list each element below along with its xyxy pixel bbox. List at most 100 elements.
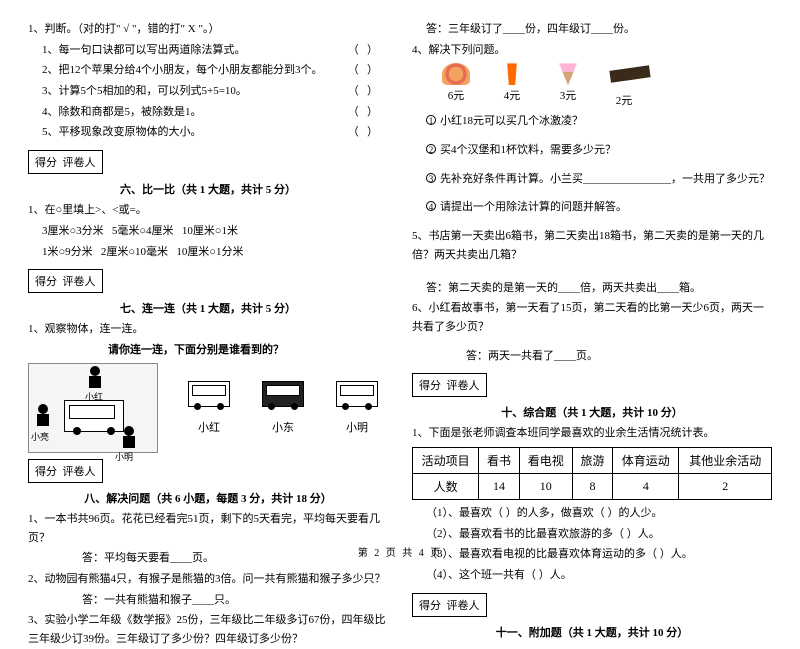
sec7-prompt: 请你连一连，下面分别是谁看到的？ [108,341,388,357]
judge-item: 2、把12个苹果分给4个小朋友，每个小朋友都能分到3个。 （ ） [42,61,388,80]
score-label: 得分 [35,463,57,479]
chocolate-icon [610,68,638,90]
judge-item: 5、平移现象改变原物体的大小。（ ） [42,123,388,142]
section-10-title: 十、综合题（共 1 大题，共计 10 分） [412,404,772,420]
q4-sub: 1 小红18元可以买几个冰激凌？ [412,112,772,131]
section-10-header: 得分 评卷人 十、综合题（共 1 大题，共计 10 分） [412,367,772,420]
bus-scene-icon: 小红 小亮 小明 [28,363,158,453]
sec10-sub: （1）、最喜欢（ ）的人多，做喜欢（ ）的人少。 [412,504,772,523]
score-label: 得分 [35,273,57,289]
sec10-stem: 1、下面是张老师调查本班同学最喜欢的业余生活情况统计表。 [412,424,772,443]
sec8-a6: 答：两天一共看了____页。 [452,347,772,366]
paren-blank: （ ） [348,103,378,122]
page-footer: 第 2 页 共 4 页 [0,544,800,559]
table-cell: 体育运动 [613,447,679,473]
score-label: 得分 [35,154,57,170]
grader-label: 评卷人 [63,154,96,170]
sec8-a2: 答：一共有熊猫和猴子____只。 [68,591,388,610]
food-item: 6元 [442,63,470,108]
section-8-header: 得分 评卷人 八、解决问题（共 6 小题，每题 3 分，共计 18 分） [28,453,388,506]
scene-left: 小红 小亮 小明 [28,363,158,453]
icecream-icon [554,63,582,85]
q4-sub: 4请提出一个用除法计算的问题并解答。 [412,198,772,217]
left-column: 1、判断。（对的打" √ "，错的打" X "。） 1、每一句口诀都可以写出两道… [28,20,388,561]
section-6-header: 得分 评卷人 六、比一比（共 1 大题，共计 5 分） [28,144,388,197]
section-7-header: 得分 评卷人 七、连一连（共 1 大题，共计 5 分） [28,263,388,316]
judge-item: 3、计算5个5相加的和，可以列式5+5=10。（ ） [42,82,388,101]
table-cell: 14 [479,473,519,499]
sec6-row: 1米○9分米 2厘米○10毫米 10厘米○1分米 [28,243,388,262]
drink-icon [498,63,526,85]
food-item: 4元 [498,63,526,108]
judge-text: 3、计算5个5相加的和，可以列式5+5=10。 [42,85,247,97]
sub-text: 先补充好条件再计算。小兰买________________，一共用了多少元？ [440,173,770,185]
cmp-item: 10厘米○1米 [182,225,238,237]
cmp-item: 5毫米○4厘米 [112,225,174,237]
sub-text: 请提出一个用除法计算的问题并解答。 [440,201,627,213]
mini-bus-icon [336,381,378,407]
grader-label: 评卷人 [63,273,96,289]
sub-text: 小红18元可以买几个冰激凌？ [440,115,583,127]
judge-text: 4、除数和商都是5，被除数是1。 [42,106,202,118]
view-item: 小红 [188,381,230,435]
score-box: 得分 评卷人 [28,459,103,483]
view-label: 小明 [336,419,378,435]
section-7-title: 七、连一连（共 1 大题，共计 5 分） [28,300,388,316]
table-cell: 其他业余活动 [679,447,772,473]
mini-bus-icon [262,381,304,407]
food-item: 3元 [554,63,582,108]
grader-label: 评卷人 [63,463,96,479]
cmp-item: 2厘米○10毫米 [101,246,168,258]
cmp-item: 10厘米○1分米 [176,246,243,258]
sec8-q2: 2、动物园有熊猫4只，有猴子是熊猫的3倍。问一共有熊猫和猴子多少只？ [28,570,388,589]
table-cell: 人数 [413,473,479,499]
paren-blank: （ ） [348,41,378,60]
circled-number-icon: 2 [426,144,436,154]
judge-item: 1、每一句口诀都可以写出两道除法算式。 （ ） [42,41,388,60]
section-8-title: 八、解决问题（共 6 小题，每题 3 分，共计 18 分） [28,490,388,506]
view-item: 小明 [336,381,378,435]
price-label: 4元 [498,87,526,103]
q4-sub: 2 买4个汉堡和1杯饮料，需要多少元？ [412,141,772,160]
sec7-stem: 1、观察物体，连一连。 [28,320,388,339]
table-row: 人数 14 10 8 4 2 [413,473,772,499]
cmp-item: 1米○9分米 [42,246,93,258]
circled-number-icon: 1 [426,115,436,125]
table-cell: 看书 [479,447,519,473]
sec8-q1: 1、一本书共96页。花花已经看完51页，剩下的5天看完，平均每天要看几页？ [28,510,388,547]
price-label: 3元 [554,87,582,103]
view-label: 小红 [188,419,230,435]
sec8-q4: 4、解决下列问题。 [412,41,772,60]
score-box: 得分 评卷人 [28,269,103,293]
table-cell: 看电视 [519,447,572,473]
mini-bus-icon [188,381,230,407]
sec8-q5: 5、书店第一天卖出6箱书，第二天卖出18箱书，第二天卖的是第一天的几倍？两天共卖… [412,227,772,264]
food-row: 6元 4元 3元 2元 [442,63,772,108]
bus-views: 小红 小东 小明 [178,381,388,435]
kid-icon [87,366,103,390]
right-column: 答：三年级订了____份，四年级订____份。 4、解决下列问题。 6元 4元 … [412,20,772,561]
grader-label: 评卷人 [447,377,480,393]
kid-label: 小明 [115,450,133,463]
judge-text: 2、把12个苹果分给4个小朋友，每个小朋友都能分到3个。 [42,64,323,76]
sub-text: 买4个汉堡和1杯饮料，需要多少元？ [440,144,616,156]
sec10-sub: （2）、最喜欢看书的比最喜欢旅游的多（ ）人。 [412,525,772,544]
kid-label: 小红 [85,390,103,403]
q4-sub: 3先补充好条件再计算。小兰买________________，一共用了多少元？ [412,170,772,189]
judge-items: 1、每一句口诀都可以写出两道除法算式。 （ ） 2、把12个苹果分给4个小朋友，每… [28,41,388,142]
table-row: 活动项目 看书 看电视 旅游 体育运动 其他业余活动 [413,447,772,473]
cmp-item: 3厘米○3分米 [42,225,104,237]
kid-icon [35,404,51,428]
table-cell: 10 [519,473,572,499]
view-item: 小东 [262,381,304,435]
paren-blank: （ ） [348,61,378,80]
table-cell: 8 [572,473,612,499]
sec8-q3: 3、实验小学二年级《数学报》25份，三年级比二年级多订67份，四年级比三年级少订… [28,611,388,648]
judge-text: 1、每一句口诀都可以写出两道除法算式。 [42,44,246,56]
view-label: 小东 [262,419,304,435]
kid-label: 小亮 [31,430,49,443]
judge-stem: 1、判断。（对的打" √ "，错的打" X "。） [28,20,388,39]
sec10-sub: （4）、这个班一共有（ ）人。 [412,566,772,585]
judge-text: 5、平移现象改变原物体的大小。 [42,126,202,138]
score-label: 得分 [419,597,441,613]
